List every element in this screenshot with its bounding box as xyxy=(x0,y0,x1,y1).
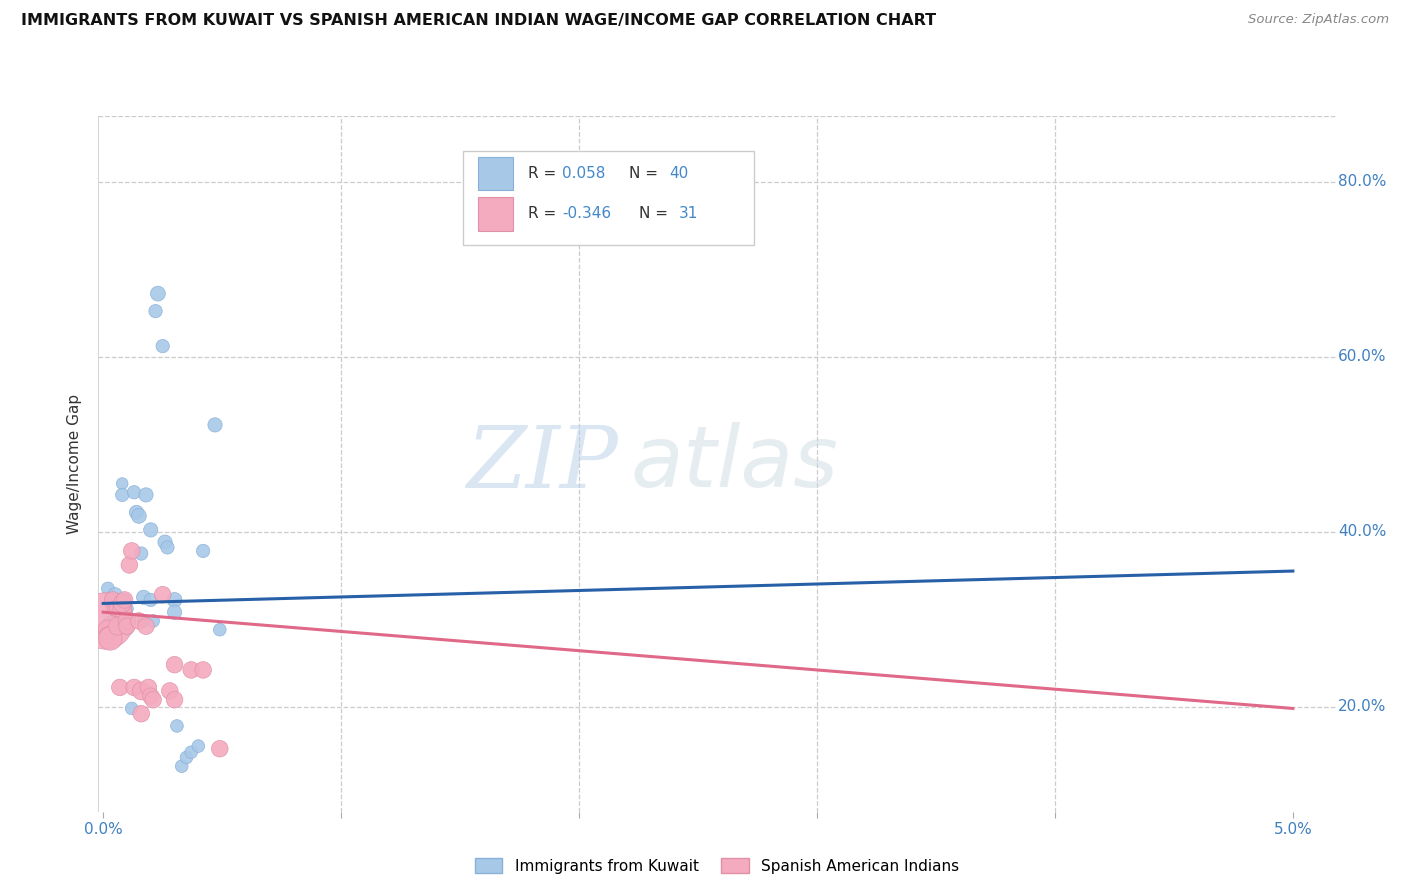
Text: atlas: atlas xyxy=(630,422,838,506)
Point xyxy=(146,286,169,301)
Point xyxy=(122,485,145,500)
Text: 20.0%: 20.0% xyxy=(1339,699,1386,714)
Point xyxy=(121,544,143,558)
Point xyxy=(159,684,181,698)
Text: Source: ZipAtlas.com: Source: ZipAtlas.com xyxy=(1249,13,1389,27)
Point xyxy=(108,603,131,617)
Text: ZIP: ZIP xyxy=(467,423,619,505)
Point xyxy=(132,614,155,628)
Point xyxy=(114,593,136,607)
Text: 40: 40 xyxy=(669,166,688,181)
Legend: Immigrants from Kuwait, Spanish American Indians: Immigrants from Kuwait, Spanish American… xyxy=(468,852,966,880)
Point xyxy=(114,593,136,607)
Point xyxy=(191,663,214,677)
Point xyxy=(107,593,129,607)
Point xyxy=(163,657,186,672)
Point xyxy=(115,601,138,615)
Point xyxy=(97,623,120,637)
Point xyxy=(118,558,141,572)
Point xyxy=(98,616,121,631)
Point xyxy=(129,706,152,721)
Point xyxy=(108,681,131,695)
Point xyxy=(107,619,129,633)
Point xyxy=(104,596,127,610)
Text: 31: 31 xyxy=(679,206,699,221)
Point xyxy=(111,601,134,615)
Point xyxy=(111,596,134,610)
FancyBboxPatch shape xyxy=(464,151,754,244)
Point xyxy=(187,739,209,753)
Point xyxy=(170,759,193,773)
Point xyxy=(152,339,174,353)
Point xyxy=(122,681,145,695)
Point xyxy=(139,593,162,607)
Point xyxy=(107,601,129,615)
Point xyxy=(180,745,202,759)
Point xyxy=(208,741,231,756)
Point xyxy=(115,621,138,635)
Point xyxy=(111,488,134,502)
Text: 40.0%: 40.0% xyxy=(1339,524,1386,539)
Point xyxy=(139,523,162,537)
Point xyxy=(97,628,120,642)
Point xyxy=(166,719,188,733)
Point xyxy=(94,614,117,628)
Point xyxy=(132,591,155,605)
Text: N =: N = xyxy=(630,166,664,181)
Point xyxy=(156,541,179,555)
Point xyxy=(204,417,226,432)
Y-axis label: Wage/Income Gap: Wage/Income Gap xyxy=(67,393,83,534)
Text: IMMIGRANTS FROM KUWAIT VS SPANISH AMERICAN INDIAN WAGE/INCOME GAP CORRELATION CH: IMMIGRANTS FROM KUWAIT VS SPANISH AMERIC… xyxy=(21,13,936,29)
Point xyxy=(97,582,120,596)
Text: -0.346: -0.346 xyxy=(562,206,612,221)
Point xyxy=(129,684,152,698)
Point xyxy=(115,614,138,628)
Text: R =: R = xyxy=(527,166,561,181)
Point xyxy=(114,607,136,622)
Point xyxy=(176,750,198,764)
Text: 60.0%: 60.0% xyxy=(1339,349,1386,364)
Point xyxy=(180,663,202,677)
Point xyxy=(129,547,152,561)
Point xyxy=(142,614,165,628)
Point xyxy=(101,599,124,613)
Point xyxy=(153,535,176,549)
Point xyxy=(152,588,174,602)
Point xyxy=(128,614,150,628)
Point xyxy=(135,488,157,502)
Point xyxy=(142,692,165,706)
Point xyxy=(163,593,186,607)
Point xyxy=(128,508,150,523)
Point xyxy=(115,619,138,633)
Text: R =: R = xyxy=(527,206,561,221)
Point xyxy=(163,692,186,706)
Point xyxy=(138,681,160,695)
Text: N =: N = xyxy=(640,206,673,221)
Point xyxy=(104,601,127,615)
Point xyxy=(208,623,231,637)
Text: 0.058: 0.058 xyxy=(562,166,606,181)
FancyBboxPatch shape xyxy=(478,197,513,231)
Point xyxy=(98,632,121,646)
Point xyxy=(135,619,157,633)
Text: 80.0%: 80.0% xyxy=(1339,174,1386,189)
Point xyxy=(104,588,127,602)
Point xyxy=(101,593,124,607)
Point xyxy=(163,605,186,619)
FancyBboxPatch shape xyxy=(478,157,513,190)
Point xyxy=(121,701,143,715)
Point xyxy=(191,544,214,558)
Point xyxy=(125,505,148,519)
Point xyxy=(145,304,167,318)
Point xyxy=(98,595,121,609)
Point xyxy=(139,689,162,703)
Point xyxy=(111,476,134,491)
